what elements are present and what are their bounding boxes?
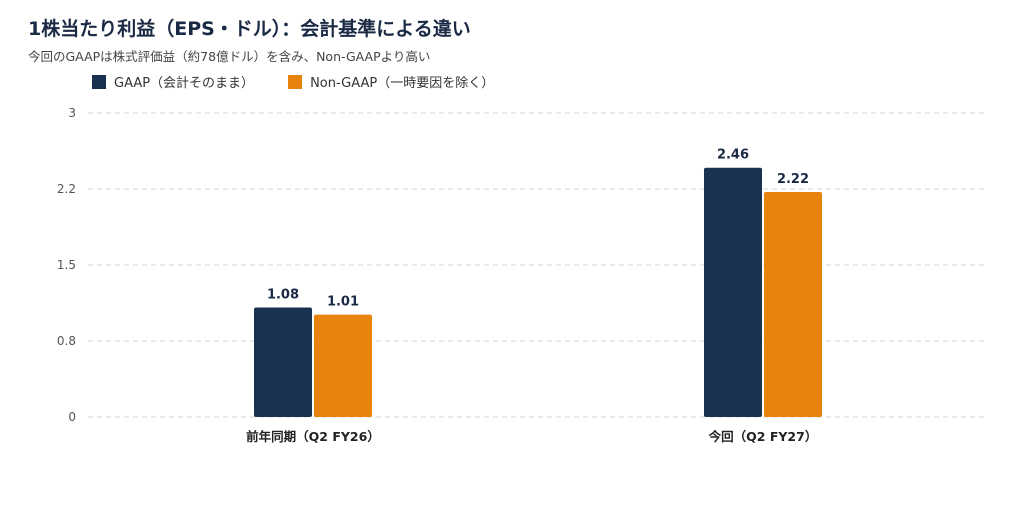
chart-subtitle: 今回のGAAPは株式評価益（約78億ドル）を含み、Non-GAAPより高い: [28, 49, 431, 64]
y-tick-label: 0.8: [57, 334, 76, 348]
legend-item-gaap: GAAP（会計そのまま）: [92, 72, 254, 91]
legend-label-non-gaap: Non-GAAP（一時要因を除く）: [310, 76, 495, 91]
legend-item-non-gaap: Non-GAAP（一時要因を除く）: [288, 72, 494, 91]
y-tick-label: 1.5: [57, 258, 76, 272]
legend-swatch-gaap: [92, 74, 106, 89]
legend-swatch-non-gaap: [288, 74, 303, 89]
data-label: 1.01: [327, 295, 359, 310]
y-tick-label: 2.2: [57, 182, 76, 196]
legend-label-gaap: GAAP（会計そのまま）: [114, 76, 255, 91]
data-label: 2.22: [777, 172, 809, 187]
bar: [764, 192, 822, 417]
x-tick-label: 今回（Q2 FY27）: [708, 429, 818, 444]
chart-title: 1株当たり利益（EPS・ドル）：会計基準による違い: [28, 18, 471, 40]
bar: [314, 314, 372, 417]
data-label: 1.08: [267, 288, 299, 303]
y-tick-label: 0: [68, 410, 76, 424]
bar: [704, 167, 762, 417]
x-tick-label: 前年同期（Q2 FY26）: [246, 429, 380, 444]
bar: [254, 307, 312, 417]
legend: GAAP（会計そのまま） Non-GAAP（一時要因を除く）: [92, 72, 494, 91]
data-label: 2.46: [717, 148, 749, 163]
y-tick-label: 3: [68, 106, 76, 120]
